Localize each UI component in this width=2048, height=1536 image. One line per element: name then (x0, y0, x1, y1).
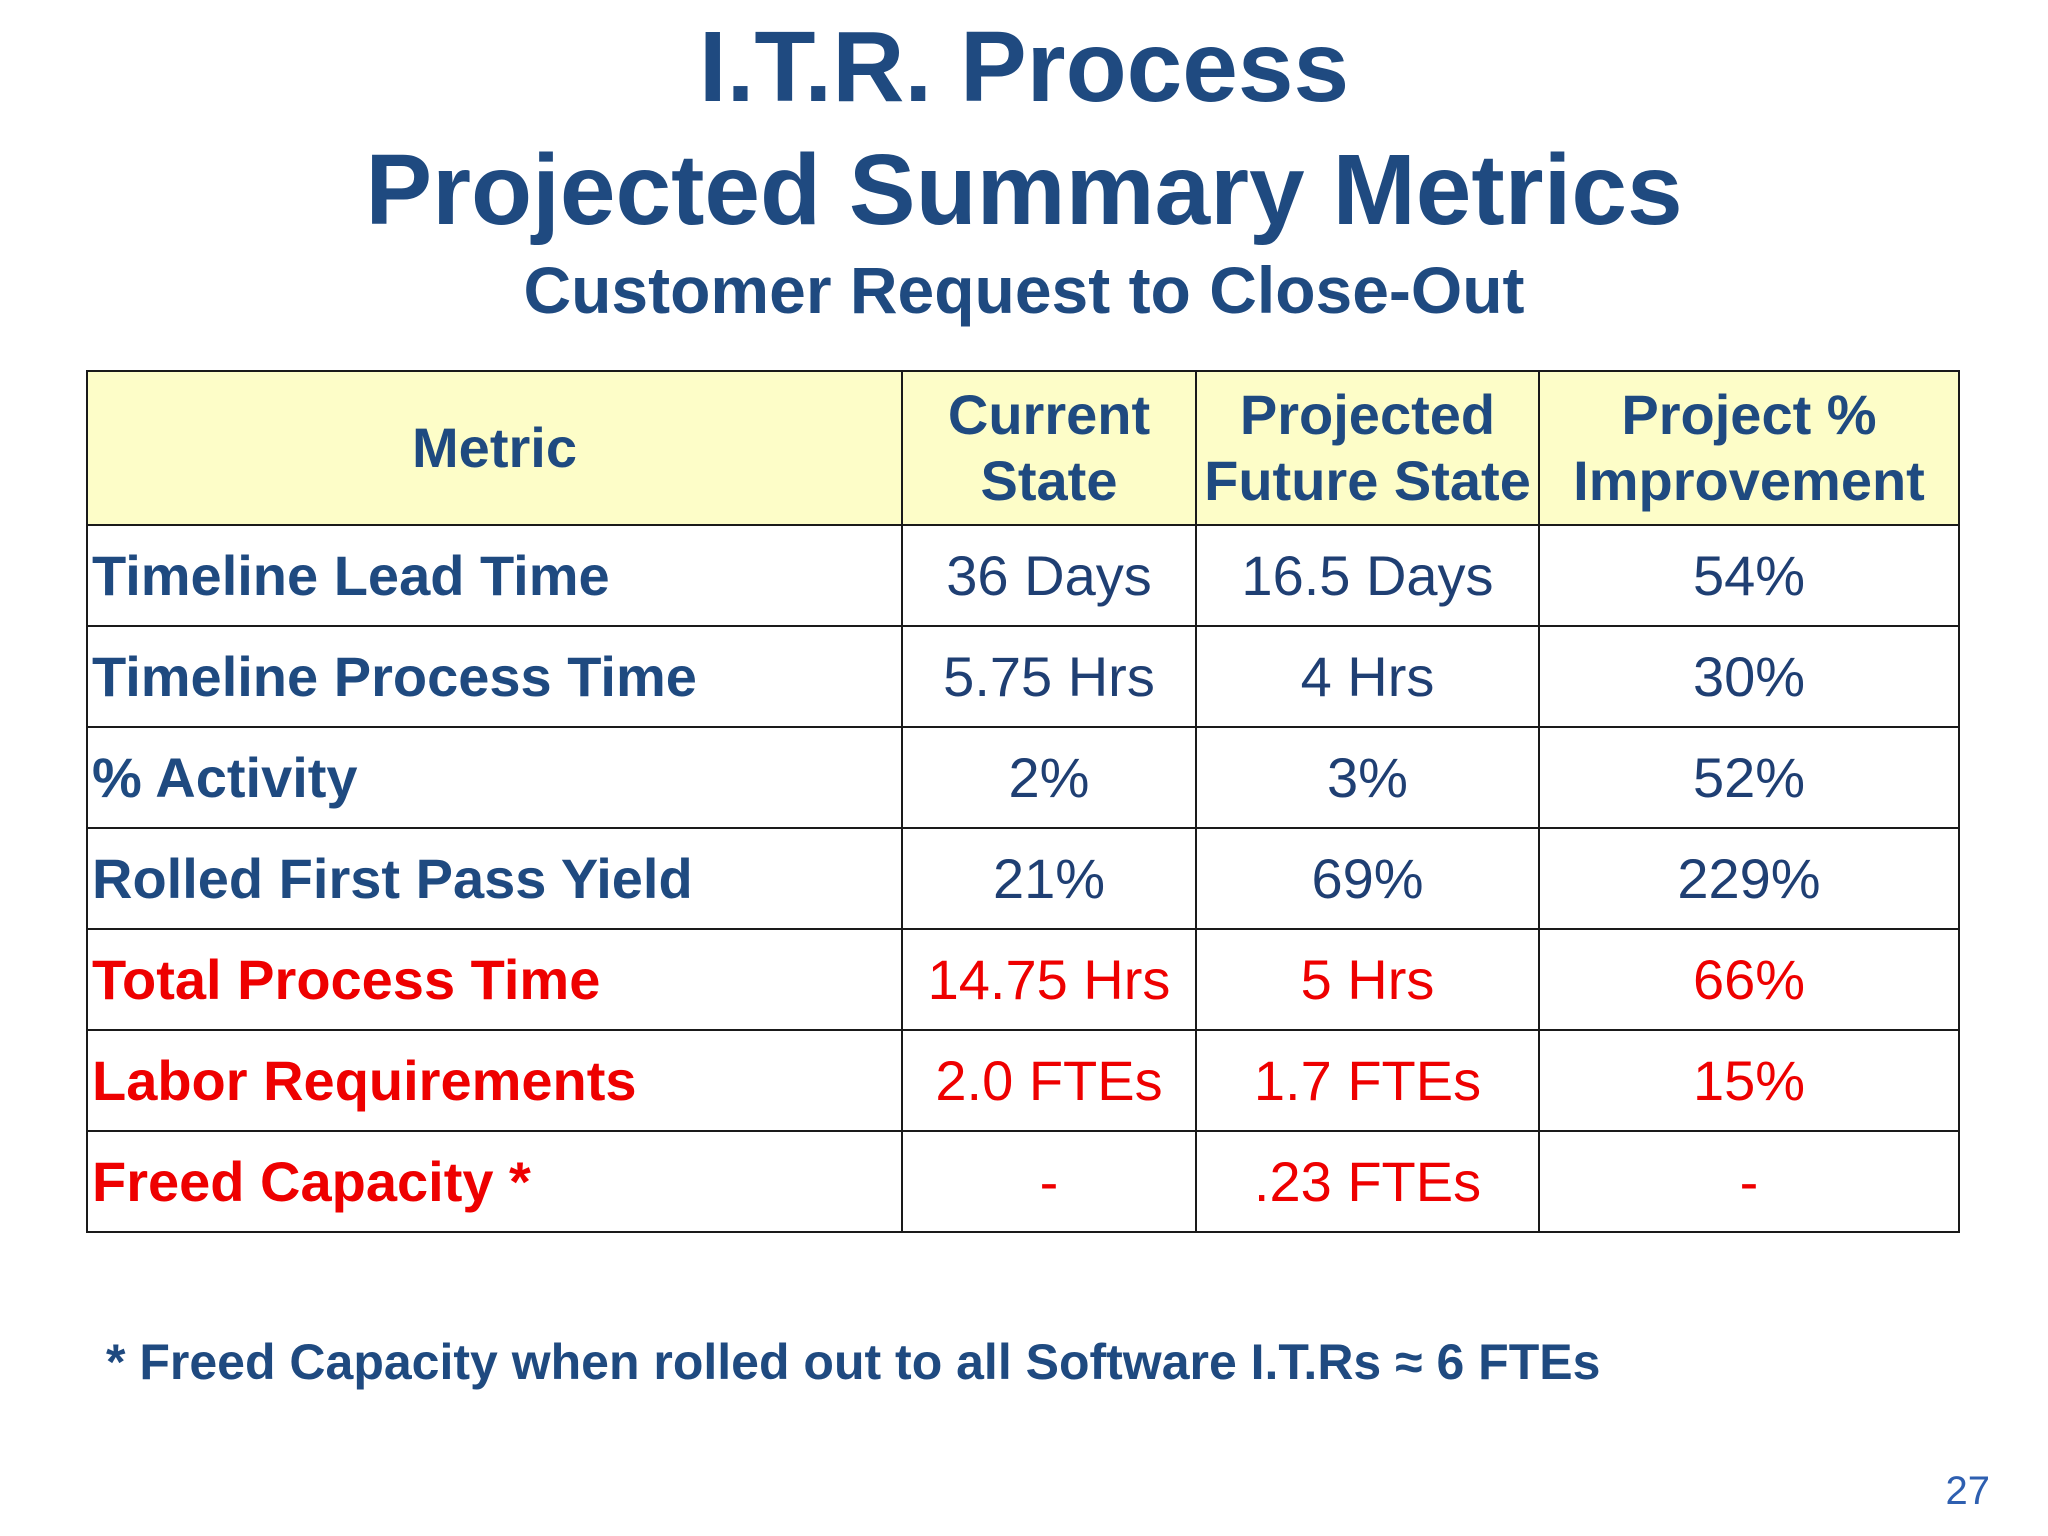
slide-title-second-line: Projected Summary Metrics (365, 134, 1683, 246)
table-row-highlighted: Total Process Time 14.75 Hrs 5 Hrs 66% (86, 928, 1960, 1031)
metric-name-cell: Rolled First Pass Yield (86, 827, 903, 930)
header-future-line2: Future State (1204, 449, 1531, 512)
header-current-state: Current State (901, 370, 1197, 526)
table-row-highlighted: Freed Capacity * - .23 FTEs - (86, 1130, 1960, 1233)
table-row: Rolled First Pass Yield 21% 69% 229% (86, 827, 1960, 930)
current-state-cell: 5.75 Hrs (901, 625, 1197, 728)
header-metric-label: Metric (412, 416, 577, 479)
header-current-line1: Current (947, 383, 1151, 446)
table-row: Timeline Process Time 5.75 Hrs 4 Hrs 30% (86, 625, 1960, 728)
future-state-cell: 1.7 FTEs (1195, 1029, 1540, 1132)
future-state-cell: 69% (1195, 827, 1540, 930)
header-improvement-line1: Project % (1621, 383, 1877, 446)
current-state-cell: 2.0 FTEs (901, 1029, 1197, 1132)
improvement-cell: - (1538, 1130, 1960, 1233)
table-row-highlighted: Labor Requirements 2.0 FTEs 1.7 FTEs 15% (86, 1029, 1960, 1132)
future-state-cell: 16.5 Days (1195, 524, 1540, 627)
current-state-cell: 21% (901, 827, 1197, 930)
improvement-cell: 30% (1538, 625, 1960, 728)
page-number: 27 (1945, 1469, 1991, 1513)
header-metric: Metric (86, 370, 903, 526)
future-state-cell: .23 FTEs (1195, 1130, 1540, 1233)
table-header-row: Metric Current State Projected Future St… (86, 370, 1960, 526)
improvement-cell: 54% (1538, 524, 1960, 627)
improvement-cell: 15% (1538, 1029, 1960, 1132)
future-state-cell: 4 Hrs (1195, 625, 1540, 728)
current-state-cell: - (901, 1130, 1197, 1233)
footnote: * Freed Capacity when rolled out to all … (106, 1334, 1601, 1390)
slide-subtitle: Customer Request to Close-Out (523, 253, 1525, 327)
future-state-cell: 5 Hrs (1195, 928, 1540, 1031)
header-future-line1: Projected (1239, 383, 1496, 446)
slide-title: I.T.R. Process (698, 11, 1350, 123)
metric-name-cell: % Activity (86, 726, 903, 829)
improvement-cell: 52% (1538, 726, 1960, 829)
metric-name-cell: Freed Capacity * (86, 1130, 903, 1233)
metric-name-cell: Labor Requirements (86, 1029, 903, 1132)
current-state-cell: 36 Days (901, 524, 1197, 627)
current-state-cell: 14.75 Hrs (901, 928, 1197, 1031)
improvement-cell: 66% (1538, 928, 1960, 1031)
header-improvement-line2: Improvement (1573, 449, 1925, 512)
table-row: % Activity 2% 3% 52% (86, 726, 1960, 829)
metric-name-cell: Timeline Process Time (86, 625, 903, 728)
current-state-cell: 2% (901, 726, 1197, 829)
improvement-cell: 229% (1538, 827, 1960, 930)
header-project-improvement: Project % Improvement (1538, 370, 1960, 526)
future-state-cell: 3% (1195, 726, 1540, 829)
table-row: Timeline Lead Time 36 Days 16.5 Days 54% (86, 524, 1960, 627)
metrics-table: Metric Current State Projected Future St… (86, 370, 1960, 1233)
metric-name-cell: Total Process Time (86, 928, 903, 1031)
header-projected-future-state: Projected Future State (1195, 370, 1540, 526)
header-current-line2: State (980, 449, 1118, 512)
metric-name-cell: Timeline Lead Time (86, 524, 903, 627)
